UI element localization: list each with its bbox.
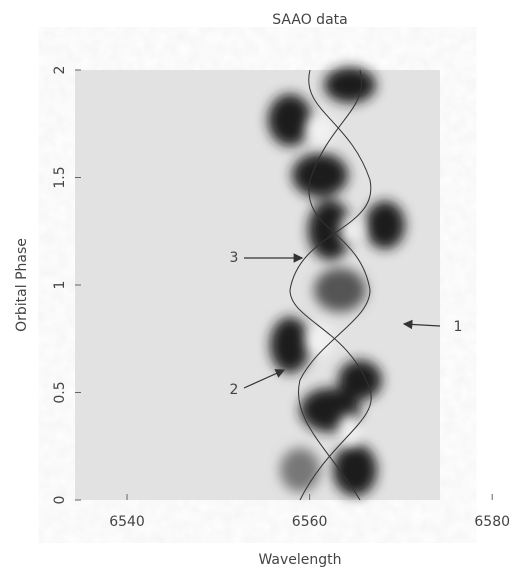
chart-title: SAAO data	[272, 12, 347, 28]
y-axis-label: Orbital Phase	[14, 238, 30, 332]
y-tick-label: 2	[52, 66, 68, 75]
x-tick-label: 6580	[474, 514, 510, 530]
annotation: 1	[454, 319, 463, 335]
x-tick-label: 6540	[109, 514, 145, 530]
y-tick-label: 0.5	[52, 381, 68, 403]
x-axis-label: Wavelength	[258, 552, 341, 568]
y-tick-label: 0	[52, 496, 68, 505]
spectrogram	[75, 67, 440, 501]
y-tick-label: 1.5	[52, 166, 68, 188]
annotation: 3	[230, 250, 239, 266]
annotation: 2	[230, 382, 239, 398]
x-tick-label: 6560	[292, 514, 328, 530]
annotation-arrows	[243, 253, 441, 389]
y-tick-label: 1	[52, 281, 68, 290]
